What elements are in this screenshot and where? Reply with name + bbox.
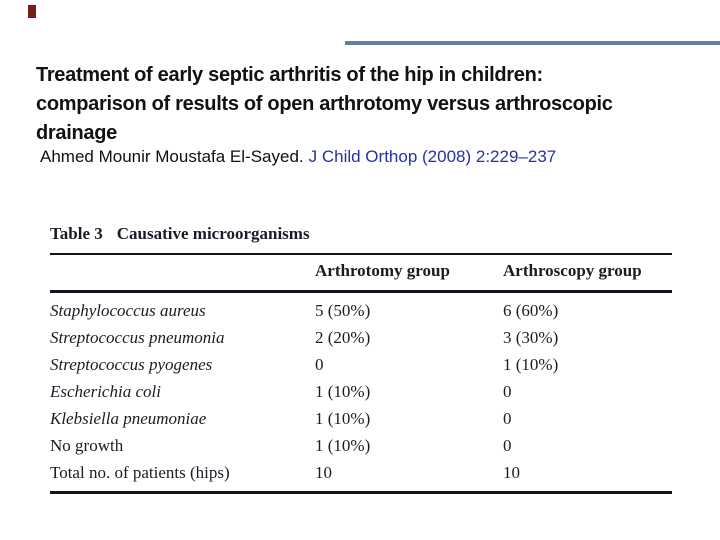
- table-rule-header-bottom: [50, 290, 672, 293]
- citation-line: Ahmed Mounir Moustafa El-Sayed. J Child O…: [40, 147, 556, 167]
- red-accent-mark: [28, 5, 36, 18]
- arthroscopy-value: 0: [503, 435, 512, 455]
- citation-reference: J Child Orthop (2008) 2:229–237: [308, 147, 557, 166]
- arthrotomy-value: 2 (20%): [315, 327, 371, 347]
- row-label: No growth: [50, 435, 124, 455]
- arthroscopy-value: 0: [503, 408, 512, 428]
- table-rule-bottom: [50, 491, 672, 494]
- arthroscopy-value: 3 (30%): [503, 327, 559, 347]
- column-header-arthrotomy-group: Arthrotomy group: [315, 261, 450, 280]
- table-caption-title: Causative microorganisms: [116, 224, 310, 243]
- arthroscopy-value: 6 (60%): [503, 300, 559, 320]
- arthroscopy-value: 10: [503, 462, 520, 482]
- row-label: Staphylococcus aureus: [50, 300, 206, 320]
- table-body: Staphylococcus aureus 5 (50%) 6 (60%) St…: [50, 293, 672, 491]
- column-header-arthroscopy-group: Arthroscopy group: [503, 261, 642, 280]
- arthrotomy-value: 5 (50%): [315, 300, 371, 320]
- citation-author: Ahmed Mounir Moustafa El-Sayed.: [40, 147, 304, 166]
- table-caption: Table 3 Causative microorganisms: [50, 224, 672, 244]
- row-label: Escherichia coli: [50, 381, 161, 401]
- row-label: Total no. of patients (hips): [50, 462, 230, 482]
- arthroscopy-value: 1 (10%): [503, 354, 559, 374]
- row-label: Klebsiella pneumoniae: [50, 408, 207, 428]
- title-line-2: comparison of results of open arthrotomy…: [36, 93, 613, 115]
- table-header-row: Arthrotomy group Arthroscopy group: [50, 255, 672, 290]
- table-row: Streptococcus pyogenes 0 1 (10%): [50, 351, 672, 378]
- table-row: Staphylococcus aureus 5 (50%) 6 (60%): [50, 297, 672, 324]
- table-row: Streptococcus pneumonia 2 (20%) 3 (30%): [50, 324, 672, 351]
- row-label: Streptococcus pyogenes: [50, 354, 213, 374]
- row-label: Streptococcus pneumonia: [50, 327, 225, 347]
- arthrotomy-value: 1 (10%): [315, 381, 371, 401]
- table-row: Total no. of patients (hips) 10 10: [50, 459, 672, 486]
- column-header-empty: [50, 261, 315, 281]
- table-rule-top: [50, 253, 672, 255]
- title-line-3: drainage: [36, 122, 117, 144]
- arthroscopy-value: 0: [503, 381, 512, 401]
- top-divider-line: [345, 41, 720, 45]
- title-line-1: Treatment of early septic arthritis of t…: [36, 64, 543, 86]
- arthrotomy-value: 1 (10%): [315, 435, 371, 455]
- table-row: Klebsiella pneumoniae 1 (10%) 0: [50, 405, 672, 432]
- arthrotomy-value: 0: [315, 354, 324, 374]
- table-row: Escherichia coli 1 (10%) 0: [50, 378, 672, 405]
- table-caption-label: Table 3: [50, 224, 103, 243]
- table-row: No growth 1 (10%) 0: [50, 432, 672, 459]
- causative-microorganisms-table: Table 3 Causative microorganisms Arthroto…: [50, 224, 672, 494]
- arthrotomy-value: 10: [315, 462, 332, 482]
- arthrotomy-value: 1 (10%): [315, 408, 371, 428]
- slide-title: Treatment of early septic arthritis of t…: [36, 61, 613, 148]
